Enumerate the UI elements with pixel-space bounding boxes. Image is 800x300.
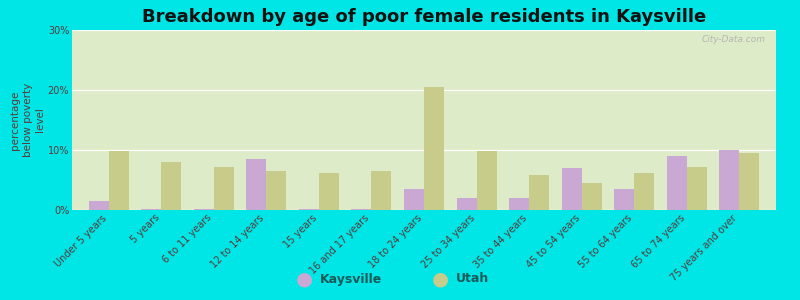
Bar — [89, 201, 109, 210]
Bar — [457, 198, 477, 210]
Text: City-Data.com: City-Data.com — [702, 35, 766, 44]
Y-axis label: percentage
below poverty
level: percentage below poverty level — [10, 83, 45, 157]
Bar — [246, 159, 266, 210]
Bar — [194, 209, 214, 210]
Bar — [299, 209, 319, 210]
Bar — [582, 183, 602, 210]
Bar — [351, 209, 371, 210]
Bar — [666, 156, 686, 210]
Bar — [719, 150, 739, 210]
Bar — [424, 87, 444, 210]
Title: Breakdown by age of poor female residents in Kaysville: Breakdown by age of poor female resident… — [142, 8, 706, 26]
Bar — [529, 175, 549, 210]
Bar — [142, 209, 162, 210]
Bar — [614, 189, 634, 210]
Bar — [562, 168, 582, 210]
Text: Utah: Utah — [456, 272, 490, 286]
Bar — [109, 151, 129, 210]
Bar — [319, 173, 339, 210]
Text: ●: ● — [431, 269, 449, 289]
Bar — [214, 167, 234, 210]
Bar — [739, 153, 759, 210]
Bar — [634, 173, 654, 210]
Bar — [371, 171, 391, 210]
Bar — [509, 198, 529, 210]
Text: ●: ● — [295, 269, 313, 289]
Bar — [477, 151, 497, 210]
Bar — [266, 171, 286, 210]
Bar — [404, 189, 424, 210]
Bar — [686, 167, 706, 210]
Text: Kaysville: Kaysville — [320, 272, 382, 286]
Bar — [162, 162, 182, 210]
